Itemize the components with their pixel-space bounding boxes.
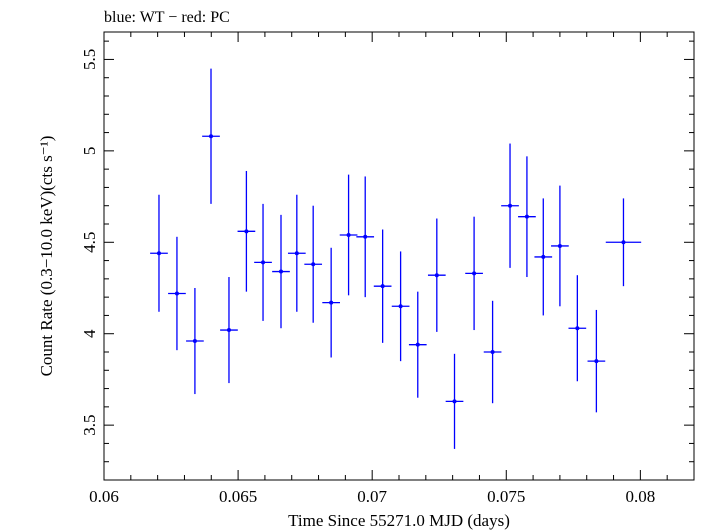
data-point <box>587 309 606 413</box>
y-tick-labels: 3.5 4 4.5 5 5.5 <box>80 49 99 436</box>
data-point <box>322 247 340 358</box>
point-marker <box>621 240 626 245</box>
point-marker <box>524 214 529 219</box>
data-point <box>551 185 569 307</box>
point-marker <box>508 203 513 208</box>
data-point <box>605 198 642 287</box>
data-point <box>483 300 502 404</box>
data-point <box>150 194 168 312</box>
data-point <box>272 214 290 329</box>
x-tick-label: 0.065 <box>219 487 257 506</box>
point-marker <box>380 284 385 289</box>
data-point <box>408 291 427 398</box>
data-point <box>287 194 306 312</box>
x-tick-labels: 0.06 0.065 0.07 0.075 0.08 <box>89 487 655 506</box>
y-tick-label: 4.5 <box>80 232 99 253</box>
y-tick-label: 5.5 <box>80 49 99 70</box>
point-marker <box>346 232 351 237</box>
data-point <box>568 275 587 382</box>
y-tick-label: 3.5 <box>80 415 99 436</box>
point-marker <box>244 229 249 234</box>
point-marker <box>156 251 161 256</box>
data-point <box>501 143 519 268</box>
data-point <box>202 68 220 204</box>
point-marker <box>311 262 316 267</box>
data-point <box>391 251 410 362</box>
data-point <box>220 277 238 384</box>
data-point <box>427 218 446 332</box>
point-marker <box>209 134 214 139</box>
point-marker <box>415 342 420 347</box>
point-marker <box>575 326 580 331</box>
data-point <box>518 156 536 278</box>
point-marker <box>490 350 495 354</box>
data-point <box>339 174 358 296</box>
point-marker <box>279 269 283 274</box>
data-point <box>304 205 323 323</box>
x-axis-label: Time Since 55271.0 MJD (days) <box>288 511 510 530</box>
y-tick-label: 5 <box>80 147 99 156</box>
data-point <box>373 229 392 343</box>
point-marker <box>329 300 334 305</box>
point-marker <box>226 328 231 333</box>
data-points <box>150 68 642 449</box>
data-point <box>168 236 186 351</box>
point-marker <box>541 254 546 259</box>
axis-ticks <box>103 32 695 481</box>
x-tick-label: 0.08 <box>625 487 655 506</box>
point-marker <box>557 243 562 248</box>
point-marker <box>363 234 368 239</box>
point-marker <box>398 304 403 309</box>
x-tick-label: 0.075 <box>487 487 525 506</box>
data-point <box>186 288 204 395</box>
y-tick-label: 4 <box>80 329 99 338</box>
point-marker <box>434 273 439 278</box>
data-point <box>445 353 464 449</box>
data-point <box>254 203 272 321</box>
data-point <box>237 170 256 292</box>
point-marker <box>192 339 197 344</box>
chart-title: blue: WT − red: PC <box>104 9 230 26</box>
point-marker <box>472 271 477 276</box>
data-point <box>465 216 483 331</box>
point-marker <box>452 399 457 404</box>
point-marker <box>294 251 299 256</box>
x-tick-label: 0.07 <box>357 487 387 506</box>
point-marker <box>261 260 266 265</box>
plot-frame <box>103 31 695 481</box>
point-marker <box>594 359 599 364</box>
point-marker <box>174 291 179 296</box>
x-tick-label: 0.06 <box>89 487 119 506</box>
y-axis-label: Count Rate (0.3−10.0 keV)(cts s⁻¹) <box>37 136 56 377</box>
data-point <box>356 176 375 298</box>
data-point <box>534 198 553 316</box>
